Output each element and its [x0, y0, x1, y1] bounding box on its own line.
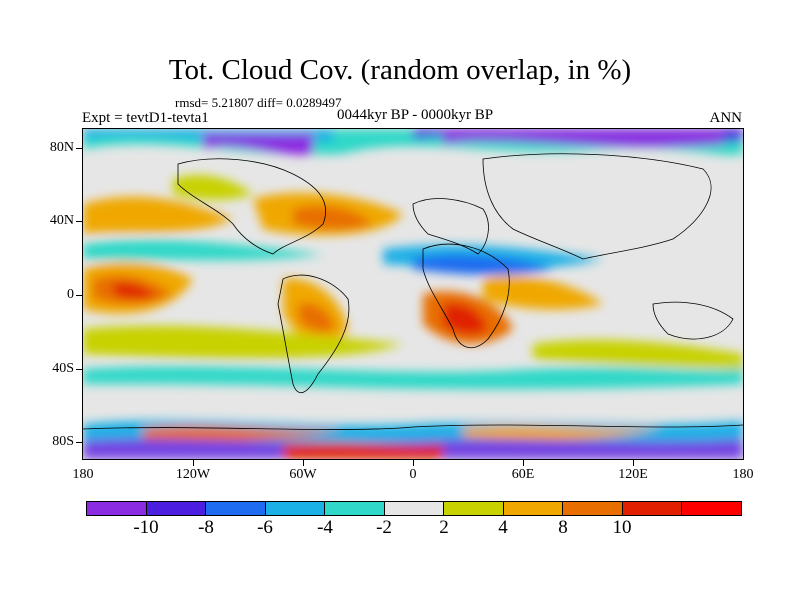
- lon-label-120e: 120E: [618, 467, 648, 482]
- lon-tick: [413, 459, 414, 466]
- colorbar-label: 4: [498, 517, 508, 538]
- colorbar-swatch: [206, 502, 266, 515]
- colorbar-swatch: [622, 502, 683, 515]
- experiment-label: Expt = tevtD1-tevta1: [82, 110, 209, 126]
- colorbar-label: -4: [317, 517, 333, 538]
- colorbar-swatch: [265, 502, 326, 515]
- lon-tick: [303, 459, 304, 466]
- lon-label-60w: 60W: [289, 467, 317, 482]
- colorbar: [86, 501, 742, 516]
- map-title: Tot. Cloud Cov. (random overlap, in %): [168, 54, 632, 86]
- lat-label-80s: 80S: [52, 434, 74, 449]
- colorbar-label: -10: [133, 517, 159, 538]
- colorbar-label: 8: [558, 517, 568, 538]
- lat-tick: [76, 295, 83, 296]
- lat-tick: [76, 221, 83, 222]
- colorbar-swatch: [384, 502, 445, 515]
- colorbar-swatch: [682, 502, 742, 515]
- lat-label-40n: 40N: [49, 213, 74, 228]
- lat-label-80n: 80N: [49, 140, 74, 155]
- colorbar-label: -2: [376, 517, 392, 538]
- anomaly-fields: [83, 129, 743, 459]
- lat-tick: [76, 442, 83, 443]
- colorbar-swatch: [563, 502, 623, 515]
- colorbar-label: -8: [198, 517, 214, 538]
- map-canvas: [83, 129, 743, 459]
- colorbar-swatch: [146, 502, 207, 515]
- lon-tick: [633, 459, 634, 466]
- colorbar-swatch: [325, 502, 385, 515]
- lat-tick: [76, 148, 83, 149]
- lon-label-180e: 180: [732, 467, 754, 482]
- lon-label-60e: 60E: [511, 467, 535, 482]
- coastlines: [83, 153, 743, 430]
- season-label: ANN: [709, 110, 743, 126]
- lat-label-40s: 40S: [52, 361, 74, 376]
- lat-tick: [76, 369, 83, 370]
- colorbar-label: -6: [257, 517, 273, 538]
- colorbar-label: 10: [612, 517, 632, 538]
- colorbar-swatch: [503, 502, 564, 515]
- colorbar-swatch: [87, 502, 147, 515]
- colorbar-swatch: [444, 502, 504, 515]
- lon-label-120w: 120W: [175, 467, 211, 482]
- lon-tick: [193, 459, 194, 466]
- lon-tick: [523, 459, 524, 466]
- lon-label-180w: 180: [72, 467, 94, 482]
- period-label: 0044kyr BP - 0000kyr BP: [336, 107, 494, 123]
- lon-label-0: 0: [409, 467, 417, 482]
- rmsd-diff-stats: rmsd= 5.21807 diff= 0.0289497: [175, 95, 342, 110]
- cloud-cover-anomaly-map: [82, 128, 744, 460]
- lat-label-0: 0: [67, 287, 74, 302]
- colorbar-label: 2: [439, 517, 449, 538]
